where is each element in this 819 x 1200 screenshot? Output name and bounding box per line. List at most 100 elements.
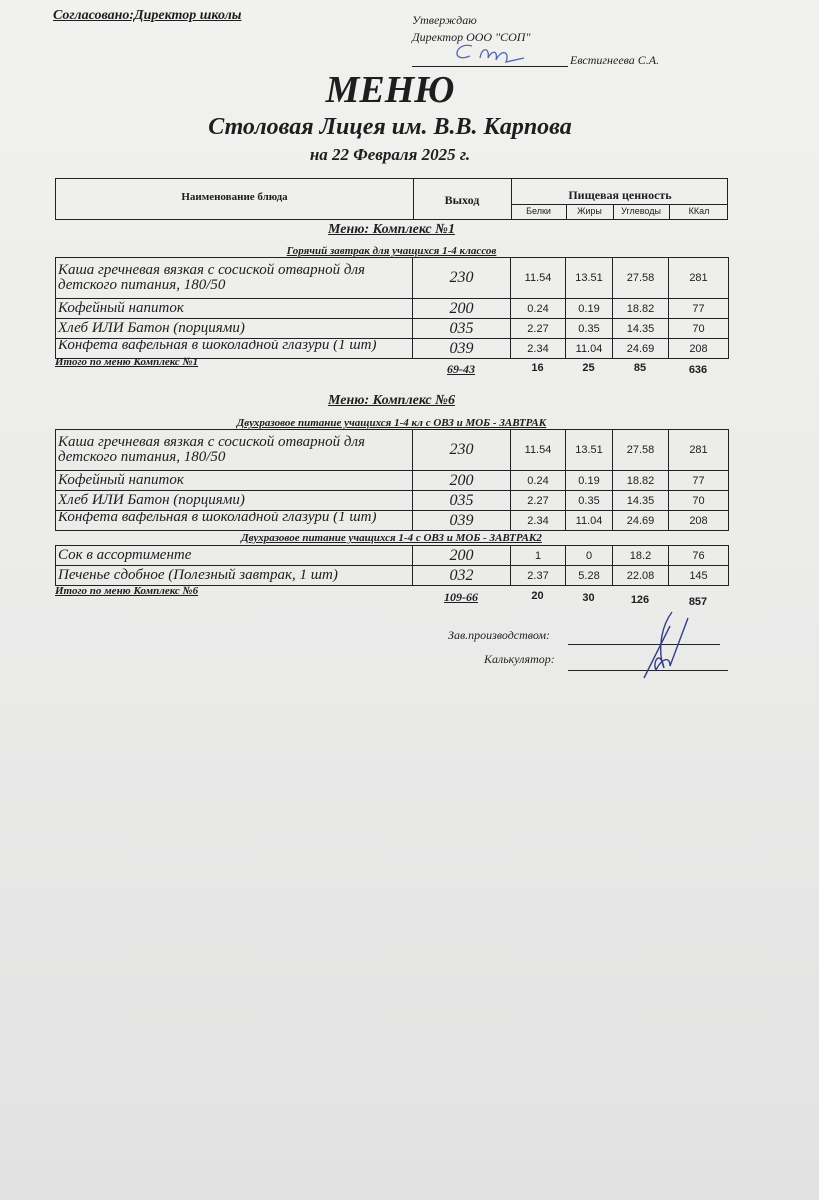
dish-carbs: 18.2 bbox=[612, 545, 669, 566]
dish-output: 200 bbox=[412, 298, 511, 319]
dish-fat: 0 bbox=[565, 545, 613, 566]
dish-output: 230 bbox=[412, 429, 511, 471]
table-row: Сок в ассортименте 200 1 0 18.2 76 bbox=[55, 545, 729, 566]
dish-kcal: 208 bbox=[668, 338, 729, 359]
dish-name: Хлеб ИЛИ Батон (порциями) bbox=[55, 318, 413, 339]
approve-label: Утверждаю bbox=[412, 13, 477, 27]
dish-carbs: 22.08 bbox=[612, 565, 669, 586]
dish-protein: 2.34 bbox=[510, 338, 566, 359]
director-signature bbox=[456, 44, 525, 63]
dish-name: Хлеб ИЛИ Батон (порциями) bbox=[55, 490, 413, 511]
dish-fat: 5.28 bbox=[565, 565, 613, 586]
dish-kcal: 70 bbox=[668, 490, 729, 511]
complex6-total-carbs: 126 bbox=[630, 594, 650, 606]
complex1-total-output: 69-43 bbox=[447, 362, 475, 376]
complex6-total-kcal: 857 bbox=[688, 596, 708, 608]
table-row: Печенье сдобное (Полезный завтрак, 1 шт)… bbox=[55, 565, 729, 586]
dish-carbs: 24.69 bbox=[612, 510, 669, 531]
dish-protein: 1 bbox=[510, 545, 566, 566]
dish-name: Каша гречневая вязкая с сосиской отварно… bbox=[58, 434, 365, 450]
dish-carbs: 18.82 bbox=[612, 470, 669, 491]
dish-name: Кофейный напиток bbox=[55, 470, 413, 491]
page-subtitle: Столовая Лицея им. В.В. Карпова bbox=[208, 114, 572, 140]
complex6-table: Каша гречневая вязкая с сосиской отварно… bbox=[55, 429, 729, 531]
dish-name: Конфета вафельная в шоколадной глазури (… bbox=[58, 340, 377, 353]
dish-kcal: 70 bbox=[668, 318, 729, 339]
table-row: Хлеб ИЛИ Батон (порциями) 035 2.27 0.35 … bbox=[55, 490, 729, 511]
dish-name: Конфета вафельная в шоколадной глазури (… bbox=[58, 512, 377, 525]
dish-fat: 11.04 bbox=[565, 338, 613, 359]
dish-output: 200 bbox=[412, 545, 511, 566]
production-label: Зав.производством: bbox=[448, 628, 551, 642]
dish-carbs: 24.69 bbox=[612, 338, 669, 359]
approve-name: Евстигнеева С.А. bbox=[570, 53, 660, 67]
agreed-label: Согласовано:Директор школы bbox=[53, 8, 242, 23]
dish-protein: 2.34 bbox=[510, 510, 566, 531]
table-row: Хлеб ИЛИ Батон (порциями) 035 2.27 0.35 … bbox=[55, 318, 729, 339]
complex6-section: Двухразовое питание учащихся 1-4 кл с ОВ… bbox=[236, 417, 547, 429]
dish-name-line2: детского питания, 180/50 bbox=[58, 277, 226, 293]
col-carbs: Углеводы bbox=[621, 206, 661, 216]
complex1-total-label: Итого по меню Комплекс №1 bbox=[55, 356, 199, 368]
table-row: Каша гречневая вязкая с сосиской отварно… bbox=[55, 429, 729, 471]
dish-name: Кофейный напиток bbox=[55, 298, 413, 319]
approve-position: Директор ООО "СОП" bbox=[412, 30, 531, 44]
complex6-table2: Сок в ассортименте 200 1 0 18.2 76 Печен… bbox=[55, 545, 729, 586]
dish-output: 200 bbox=[412, 470, 511, 491]
dish-fat: 0.19 bbox=[565, 470, 613, 491]
complex1-table: Каша гречневая вязкая с сосиской отварно… bbox=[55, 257, 729, 359]
table-row: Каша гречневая вязкая с сосиской отварно… bbox=[55, 257, 729, 299]
dish-fat: 0.35 bbox=[565, 318, 613, 339]
complex6-total-label: Итого по меню Комплекс №6 bbox=[55, 585, 199, 597]
dish-output: 230 bbox=[412, 257, 511, 299]
dish-fat: 13.51 bbox=[565, 257, 613, 299]
complex1-total-kcal: 636 bbox=[688, 364, 708, 376]
dish-kcal: 281 bbox=[668, 429, 729, 471]
dish-name: Печенье сдобное (Полезный завтрак, 1 шт) bbox=[55, 565, 413, 586]
dish-kcal: 281 bbox=[668, 257, 729, 299]
complex1-section: Горячий завтрак для учащихся 1-4 классов bbox=[286, 245, 497, 257]
dish-kcal: 77 bbox=[668, 470, 729, 491]
complex1-title: Меню: Комплекс №1 bbox=[328, 222, 455, 237]
table-row: Кофейный напиток 200 0.24 0.19 18.82 77 bbox=[55, 470, 729, 491]
col-protein: Белки bbox=[526, 206, 551, 216]
table-row: Конфета вафельная в шоколадной глазури (… bbox=[55, 338, 729, 359]
dish-protein: 2.37 bbox=[510, 565, 566, 586]
complex1-total-fat: 25 bbox=[582, 362, 595, 374]
col-nutrition: Пищевая ценность bbox=[568, 188, 672, 202]
dish-carbs: 14.35 bbox=[612, 318, 669, 339]
dish-output: 039 bbox=[412, 338, 511, 359]
dish-protein: 11.54 bbox=[510, 257, 566, 299]
col-fat: Жиры bbox=[577, 206, 602, 216]
dish-fat: 13.51 bbox=[565, 429, 613, 471]
complex6-section2: Двухразовое питание учащихся 1-4 с ОВЗ и… bbox=[241, 532, 542, 544]
dish-output: 039 bbox=[412, 510, 511, 531]
col-output: Выход bbox=[444, 193, 480, 207]
dish-fat: 0.35 bbox=[565, 490, 613, 511]
complex1-total-carbs: 85 bbox=[633, 362, 647, 374]
page-title: МЕНЮ bbox=[325, 69, 455, 111]
dish-carbs: 27.58 bbox=[612, 257, 669, 299]
menu-date: на 22 Февраля 2025 г. bbox=[309, 145, 471, 164]
dish-carbs: 18.82 bbox=[612, 298, 669, 319]
table-header: Наименование блюда Выход Пищевая ценност… bbox=[55, 178, 728, 220]
calculator-label: Калькулятор: bbox=[484, 652, 555, 666]
dish-kcal: 145 bbox=[668, 565, 729, 586]
dish-protein: 11.54 bbox=[510, 429, 566, 471]
complex6-title: Меню: Комплекс №6 bbox=[328, 393, 455, 408]
dish-fat: 11.04 bbox=[565, 510, 613, 531]
dish-output: 032 bbox=[412, 565, 511, 586]
col-name: Наименование блюда bbox=[181, 191, 288, 203]
dish-carbs: 14.35 bbox=[612, 490, 669, 511]
dish-kcal: 77 bbox=[668, 298, 729, 319]
dish-name: Сок в ассортименте bbox=[55, 545, 413, 566]
col-kcal: ККал bbox=[688, 206, 710, 216]
dish-kcal: 76 bbox=[668, 545, 729, 566]
dish-output: 035 bbox=[412, 490, 511, 511]
dish-name-line2: детского питания, 180/50 bbox=[58, 449, 226, 465]
dish-carbs: 27.58 bbox=[612, 429, 669, 471]
table-row: Конфета вафельная в шоколадной глазури (… bbox=[55, 510, 729, 531]
complex6-total-protein: 20 bbox=[531, 590, 544, 602]
dish-protein: 2.27 bbox=[510, 490, 566, 511]
dish-protein: 0.24 bbox=[510, 470, 566, 491]
